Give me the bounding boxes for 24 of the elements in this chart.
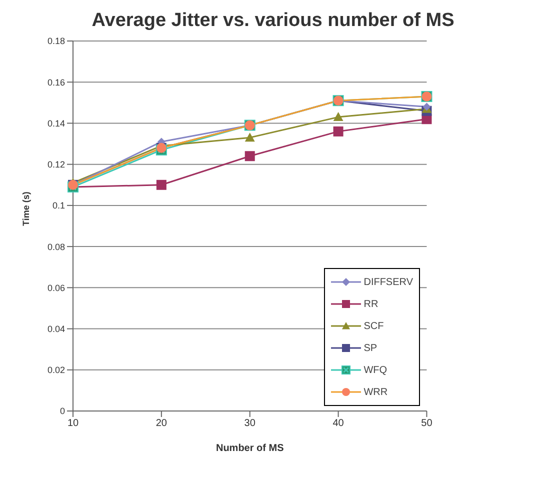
- y-tick-label: 0.02: [47, 365, 65, 376]
- legend-label: SP: [364, 342, 378, 354]
- legend-label: DIFFSERV: [364, 276, 413, 288]
- legend-label: WFQ: [364, 364, 388, 376]
- y-tick-label: 0.18: [47, 36, 65, 46]
- x-tick-label: 20: [156, 418, 168, 430]
- y-tick-label: 0.16: [47, 77, 65, 88]
- y-tick-label: 0.14: [47, 118, 65, 128]
- y-tick-label: 0.04: [47, 324, 65, 334]
- legend-label: WRR: [364, 386, 388, 398]
- legend-label: SCF: [364, 320, 384, 332]
- y-tick-label: 0.12: [47, 160, 65, 170]
- x-tick-label: 40: [332, 418, 344, 430]
- y-tick-label: 0: [60, 406, 65, 416]
- y-axis-title: Time (s): [21, 192, 32, 226]
- chart-title: Average Jitter vs. various number of MS: [90, 10, 456, 32]
- y-tick-label: 0.1: [52, 200, 65, 211]
- y-tick-label: 0.06: [47, 282, 65, 293]
- legend-label: RR: [364, 298, 378, 310]
- x-axis-title: Number of MS: [216, 443, 284, 454]
- y-tick-label: 0.08: [47, 242, 65, 252]
- x-tick-label: 10: [67, 418, 79, 430]
- x-tick-label: 30: [244, 418, 256, 430]
- x-tick-label: 50: [421, 418, 433, 430]
